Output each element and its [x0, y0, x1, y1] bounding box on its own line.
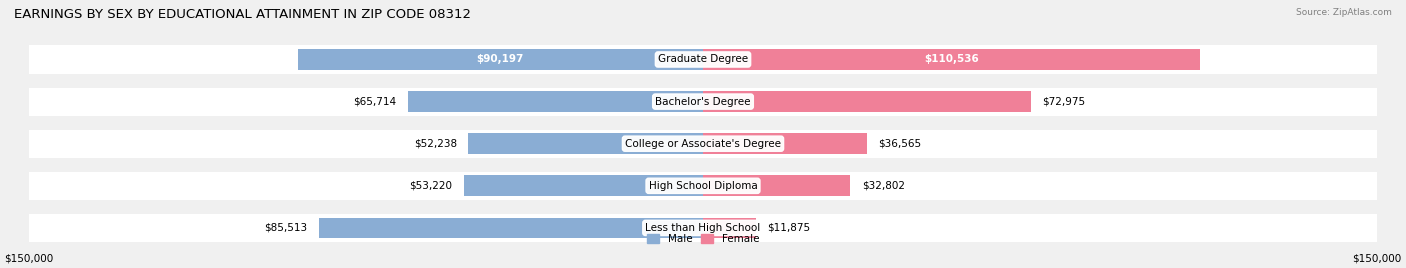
Text: $53,220: $53,220 [409, 181, 453, 191]
Text: Graduate Degree: Graduate Degree [658, 54, 748, 65]
Bar [468, 133, 703, 154]
Text: $85,513: $85,513 [264, 223, 308, 233]
Bar [28, 214, 1378, 242]
Text: $65,714: $65,714 [353, 96, 396, 107]
Bar [703, 49, 1199, 70]
Text: EARNINGS BY SEX BY EDUCATIONAL ATTAINMENT IN ZIP CODE 08312: EARNINGS BY SEX BY EDUCATIONAL ATTAINMEN… [14, 8, 471, 21]
Text: Less than High School: Less than High School [645, 223, 761, 233]
Bar [28, 88, 1378, 116]
Text: Source: ZipAtlas.com: Source: ZipAtlas.com [1296, 8, 1392, 17]
Text: $36,565: $36,565 [879, 139, 922, 149]
Text: $52,238: $52,238 [413, 139, 457, 149]
Text: $11,875: $11,875 [768, 223, 811, 233]
Bar [28, 172, 1378, 200]
Text: College or Associate's Degree: College or Associate's Degree [626, 139, 780, 149]
Bar [28, 130, 1378, 158]
Bar [298, 49, 703, 70]
Bar [319, 218, 703, 238]
Bar [28, 46, 1378, 73]
Bar [703, 218, 756, 238]
Bar [408, 91, 703, 112]
Bar [703, 133, 868, 154]
Text: High School Diploma: High School Diploma [648, 181, 758, 191]
Text: $72,975: $72,975 [1042, 96, 1085, 107]
Text: Bachelor's Degree: Bachelor's Degree [655, 96, 751, 107]
Text: $90,197: $90,197 [477, 54, 524, 65]
Bar [464, 176, 703, 196]
Text: $110,536: $110,536 [924, 54, 979, 65]
Legend: Male, Female: Male, Female [643, 229, 763, 248]
Bar [703, 91, 1031, 112]
Text: $32,802: $32,802 [862, 181, 904, 191]
Bar [703, 176, 851, 196]
